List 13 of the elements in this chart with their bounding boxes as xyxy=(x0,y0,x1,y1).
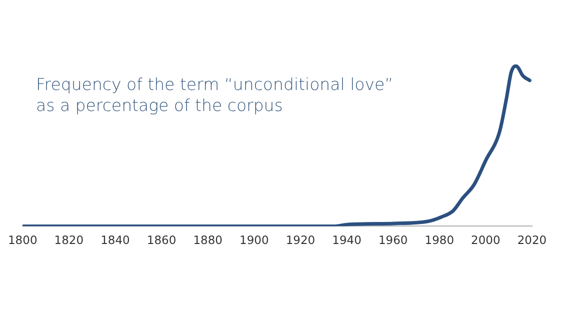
x-tick-label: 1880 xyxy=(193,233,222,248)
x-tick-label: 1920 xyxy=(286,233,316,248)
x-tick-label: 2000 xyxy=(471,233,500,248)
x-tick-label: 2020 xyxy=(517,233,547,248)
x-tick-label: 1820 xyxy=(54,233,84,248)
x-tick-label: 1800 xyxy=(8,233,38,248)
x-tick-label: 1900 xyxy=(240,233,269,248)
x-tick-label: 1980 xyxy=(424,233,454,248)
x-tick-label: 1840 xyxy=(100,233,130,248)
x-tick-label: 1860 xyxy=(146,233,176,248)
x-tick-label: 1940 xyxy=(332,233,362,248)
x-tick-label: 1960 xyxy=(378,233,408,248)
text: Frequency of the term “unconditional love” as a percentage of the corpus xyxy=(36,74,394,116)
